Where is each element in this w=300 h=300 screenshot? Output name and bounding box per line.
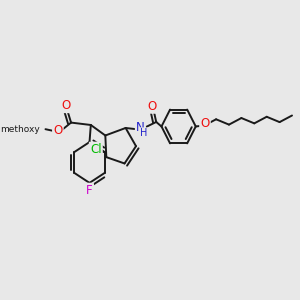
- Text: O: O: [53, 124, 62, 137]
- Text: F: F: [86, 184, 93, 197]
- Text: O: O: [147, 100, 156, 112]
- Text: Cl: Cl: [90, 143, 102, 156]
- Text: O: O: [200, 117, 210, 130]
- Text: H: H: [140, 128, 147, 138]
- Text: methoxy: methoxy: [1, 125, 40, 134]
- Text: O: O: [62, 99, 71, 112]
- Text: N: N: [136, 122, 145, 134]
